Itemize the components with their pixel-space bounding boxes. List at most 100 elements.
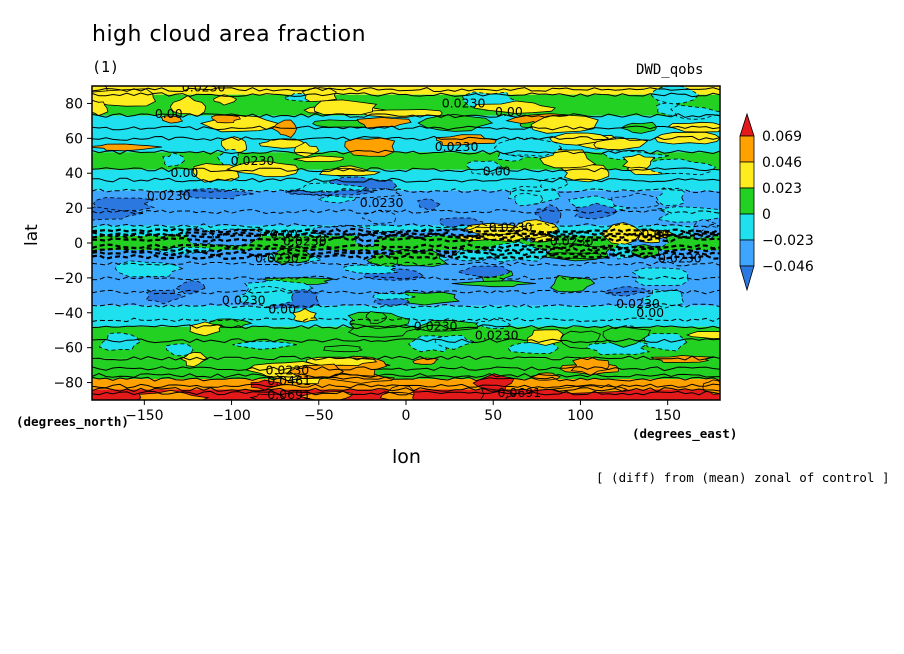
- contour-line: [92, 253, 720, 261]
- zonal-band: [92, 358, 720, 380]
- field-patch: [250, 379, 282, 391]
- contour-line: [92, 289, 720, 295]
- field-patch: [356, 117, 412, 129]
- contour-label: 0.0230: [266, 362, 310, 377]
- field-patch: [162, 152, 185, 168]
- contour-line: [92, 231, 720, 238]
- contour-line: [92, 167, 720, 173]
- colorbar-extend-bottom: [739, 265, 755, 292]
- colorbar-label: −0.023: [762, 233, 814, 249]
- field-patch: [179, 351, 209, 368]
- field-patch: [295, 182, 368, 193]
- field-patch: [210, 114, 241, 124]
- contour-label: 0.00: [642, 226, 670, 241]
- x-axis-units: (degrees_east): [632, 426, 738, 441]
- contour-line: [92, 261, 720, 267]
- y-tick-label: 0: [74, 236, 83, 252]
- field-patch: [611, 192, 661, 209]
- contour-line: [92, 243, 720, 250]
- field-patch: [514, 192, 544, 207]
- field-patch: [539, 149, 597, 169]
- contour-line: [92, 92, 720, 98]
- field-patch: [466, 160, 505, 175]
- field-patch: [670, 104, 720, 120]
- contour-label: 0.00: [268, 301, 296, 316]
- field-patch: [456, 265, 511, 279]
- contour-label: 0.0230: [435, 139, 479, 154]
- zonal-band: [92, 305, 720, 327]
- model-name: DWD_qobs: [636, 62, 704, 78]
- colorbar-segment: [739, 187, 755, 215]
- contour-label: 0.0230: [222, 293, 266, 308]
- contour-label: 0.0230: [658, 251, 702, 266]
- contour-label: 0.00: [171, 165, 199, 180]
- y-tick-label: −20: [53, 271, 83, 287]
- field-patch: [258, 138, 306, 149]
- contour-label: 0.0230: [147, 188, 191, 203]
- field-patch: [637, 229, 662, 244]
- field-patch: [318, 167, 382, 177]
- contour-label: 0.00: [495, 104, 523, 119]
- field-patch: [165, 343, 194, 357]
- field-patch: [435, 134, 497, 147]
- field-patch: [313, 99, 378, 116]
- contour-label: 0.00: [636, 305, 664, 320]
- contour-line: [92, 236, 720, 243]
- field-patch: [373, 298, 410, 306]
- field-patch: [415, 320, 479, 332]
- y-tick-label: −60: [53, 341, 83, 357]
- contour-line: [92, 135, 720, 141]
- y-tick-label: 60: [65, 131, 83, 147]
- colorbar: 0.069 0.046 0.023 0 −0.023 −0.046: [739, 112, 814, 292]
- field-patch: [271, 119, 298, 138]
- x-tick-label: −150: [125, 408, 163, 424]
- field-patch: [379, 391, 415, 400]
- field-patch: [179, 188, 254, 200]
- contour-label: 0.0230: [616, 296, 660, 311]
- contour-line: [92, 232, 720, 240]
- field-patch: [225, 160, 299, 177]
- colorbar-label: −0.046: [762, 259, 814, 275]
- colorbar-label: 0.069: [762, 129, 802, 145]
- chart-title: high cloud area fraction: [92, 22, 367, 47]
- contour-label: 0.0230: [283, 233, 327, 248]
- contour-line: [92, 113, 720, 119]
- contour-line: [92, 387, 720, 393]
- contour-label: 0.0230: [231, 153, 275, 168]
- filled-contour-field: [92, 86, 720, 400]
- colorbar-extend-top: [739, 112, 755, 137]
- field-patch: [93, 197, 155, 212]
- field-patch: [137, 389, 210, 400]
- field-patch: [534, 204, 562, 224]
- colorbar-label: 0: [762, 207, 771, 223]
- x-tick-label: 150: [654, 408, 681, 424]
- field-patch: [174, 280, 206, 295]
- field-patch: [292, 308, 319, 323]
- contour-line: [92, 209, 720, 215]
- y-tick-label: −80: [53, 376, 83, 392]
- field-patch: [643, 333, 688, 352]
- x-tick-label: −50: [304, 408, 334, 424]
- zonal-band: [92, 94, 720, 116]
- field-patch: [570, 356, 610, 376]
- x-axis: −150 −100 −50 0 50 100 150: [125, 400, 681, 424]
- y-axis-units: (degrees_north): [16, 414, 129, 429]
- field-patch: [549, 132, 610, 146]
- field-patch: [654, 131, 720, 145]
- field-patch: [365, 311, 388, 324]
- contour-label: 0.0230: [550, 233, 594, 248]
- field-patch: [344, 137, 396, 157]
- contour-line: [92, 317, 720, 323]
- colorbar-segment: [739, 239, 755, 267]
- contour-line: [92, 376, 720, 382]
- contour-label: 0.0230: [182, 80, 226, 95]
- field-patch: [160, 115, 184, 124]
- field-patch: [560, 163, 610, 183]
- colorbar-label: 0.046: [762, 155, 802, 171]
- footnote: [ (diff) from (mean) zonal of control ]: [596, 470, 890, 485]
- contour-label: 0.00: [483, 163, 511, 178]
- contour-line: [92, 390, 720, 396]
- colorbar-segment: [739, 135, 755, 163]
